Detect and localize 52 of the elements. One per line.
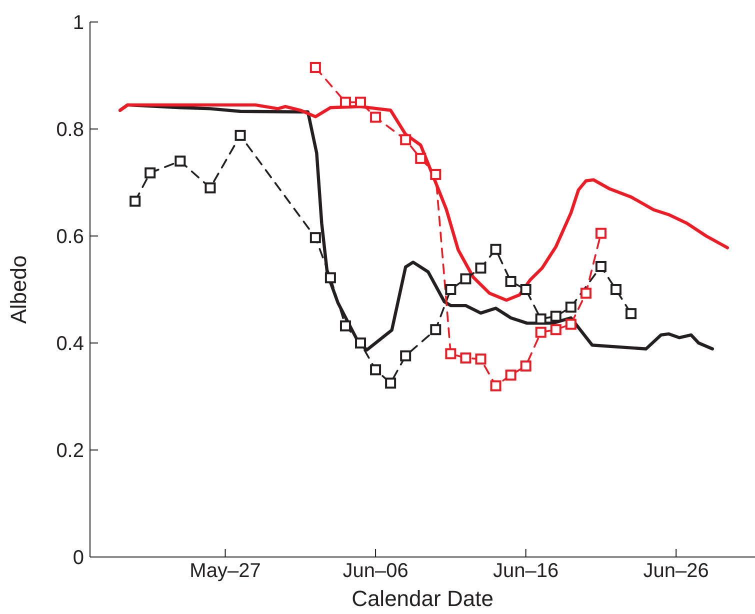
point bbox=[610, 284, 622, 295]
y-axis-title: Albedo bbox=[6, 255, 31, 324]
point bbox=[174, 156, 186, 167]
y-tick-label: 0.4 bbox=[56, 333, 84, 356]
point bbox=[550, 310, 562, 322]
point bbox=[580, 288, 592, 299]
point bbox=[430, 324, 442, 336]
point bbox=[475, 262, 486, 274]
point bbox=[505, 276, 516, 287]
point bbox=[310, 232, 321, 244]
point bbox=[460, 273, 472, 284]
point bbox=[430, 168, 442, 180]
point bbox=[340, 320, 351, 332]
point bbox=[475, 354, 486, 365]
point bbox=[415, 152, 426, 164]
point bbox=[490, 380, 502, 392]
y-tick-label: 0.8 bbox=[56, 119, 84, 142]
point bbox=[385, 378, 396, 389]
point bbox=[445, 284, 456, 295]
point bbox=[234, 130, 246, 141]
point bbox=[370, 112, 382, 123]
x-tick-label: May–27 bbox=[190, 560, 261, 582]
point bbox=[400, 350, 412, 362]
point bbox=[324, 272, 336, 284]
point bbox=[520, 360, 532, 372]
point bbox=[445, 348, 456, 360]
point bbox=[520, 284, 532, 295]
x-axis-title: Calendar Date bbox=[352, 586, 494, 611]
point bbox=[460, 352, 472, 364]
point bbox=[310, 62, 321, 73]
x-tick-label: Jun–26 bbox=[643, 560, 709, 582]
point bbox=[550, 324, 562, 336]
y-tick-label: 0 bbox=[72, 547, 84, 570]
point bbox=[204, 182, 216, 194]
point bbox=[595, 260, 606, 272]
point bbox=[144, 167, 156, 178]
point bbox=[535, 326, 546, 338]
y-tick-label: 1 bbox=[72, 12, 84, 34]
point bbox=[565, 302, 576, 313]
point bbox=[370, 364, 382, 376]
point bbox=[505, 370, 516, 381]
point bbox=[565, 318, 576, 330]
point bbox=[490, 244, 502, 255]
x-tick-label: Jun–06 bbox=[342, 560, 408, 582]
y-tick-label: 0.2 bbox=[56, 440, 84, 462]
point bbox=[595, 228, 606, 239]
point bbox=[400, 134, 412, 146]
x-tick-label: Jun–16 bbox=[493, 560, 559, 582]
point bbox=[626, 308, 637, 320]
point bbox=[355, 338, 366, 348]
point bbox=[130, 196, 141, 207]
y-tick-label: 0.6 bbox=[56, 226, 84, 248]
